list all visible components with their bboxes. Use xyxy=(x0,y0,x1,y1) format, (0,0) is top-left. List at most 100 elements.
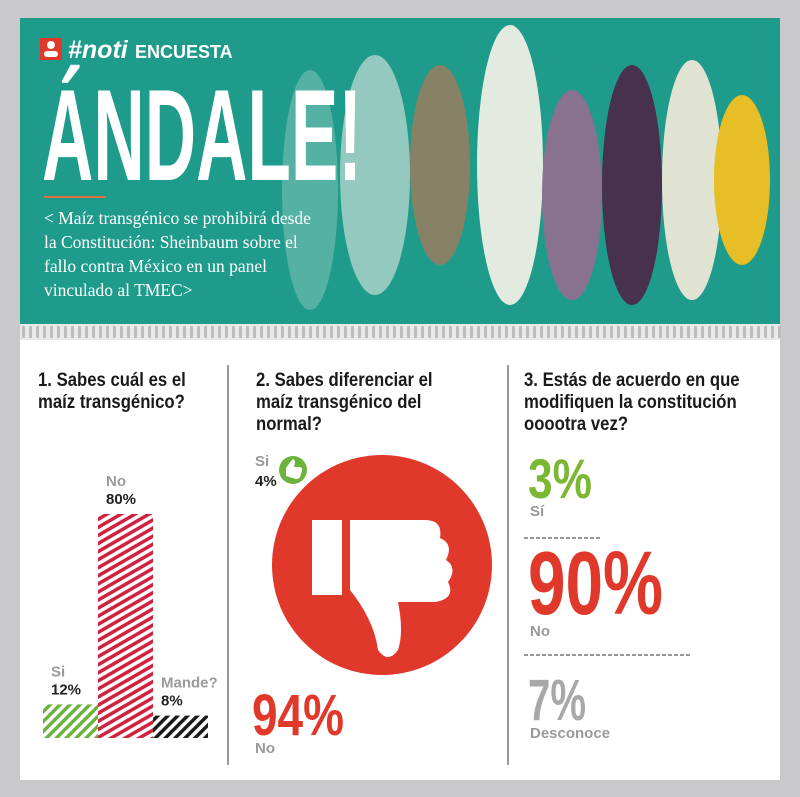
tag-icon-body xyxy=(44,51,58,57)
stripe xyxy=(631,326,634,338)
tag-icon-head xyxy=(47,41,55,49)
stripe xyxy=(680,326,683,338)
category-label: No xyxy=(255,740,275,757)
stripe xyxy=(274,326,277,338)
stripe xyxy=(645,326,648,338)
stripe xyxy=(638,326,641,338)
stripe xyxy=(407,326,410,338)
stripe xyxy=(659,326,662,338)
header-subtitle: < Maíz transgénico se prohibirá desde la… xyxy=(44,208,311,300)
stripe xyxy=(428,326,431,338)
stripe xyxy=(239,326,242,338)
stripe xyxy=(295,326,298,338)
stripe xyxy=(442,326,445,338)
stripe xyxy=(260,326,263,338)
stripe xyxy=(365,326,368,338)
stripe xyxy=(337,326,340,338)
stripe xyxy=(50,326,53,338)
stripe xyxy=(687,326,690,338)
stripe xyxy=(120,326,123,338)
stripe xyxy=(351,326,354,338)
stripe xyxy=(43,326,46,338)
stripe xyxy=(750,326,753,338)
stripe xyxy=(715,326,718,338)
stripe xyxy=(596,326,599,338)
stripe xyxy=(540,326,543,338)
value-label: 4% xyxy=(255,473,277,490)
stripe xyxy=(92,326,95,338)
stripe xyxy=(344,326,347,338)
bar xyxy=(43,704,98,738)
stripe xyxy=(372,326,375,338)
value-label: 90% xyxy=(528,534,663,634)
stripe xyxy=(729,326,732,338)
stripe xyxy=(743,326,746,338)
stripe xyxy=(309,326,312,338)
stripe xyxy=(134,326,137,338)
category-label: Si xyxy=(51,663,65,680)
stripe xyxy=(358,326,361,338)
stripe xyxy=(554,326,557,338)
stripe xyxy=(708,326,711,338)
stripe xyxy=(470,326,473,338)
stripe xyxy=(603,326,606,338)
stripe xyxy=(778,326,781,338)
stripe xyxy=(498,326,501,338)
stripe xyxy=(288,326,291,338)
stripe xyxy=(484,326,487,338)
value-label: 3% xyxy=(528,447,592,510)
category-label: Mande? xyxy=(161,675,218,692)
stripe xyxy=(694,326,697,338)
dislike-icon xyxy=(312,520,453,657)
stripe xyxy=(463,326,466,338)
stripe xyxy=(547,326,550,338)
stripe xyxy=(386,326,389,338)
stripe xyxy=(561,326,564,338)
stripe xyxy=(176,326,179,338)
stripe xyxy=(582,326,585,338)
stripe xyxy=(183,326,186,338)
value-label: 94% xyxy=(252,683,344,748)
stripe xyxy=(106,326,109,338)
stripe xyxy=(197,326,200,338)
stripe xyxy=(652,326,655,338)
category-label: Sí xyxy=(530,503,545,520)
stripe xyxy=(148,326,151,338)
stripe xyxy=(624,326,627,338)
stripe xyxy=(400,326,403,338)
stripe xyxy=(330,326,333,338)
tag-prefix: #noti xyxy=(68,36,129,64)
stripe xyxy=(757,326,760,338)
stripe xyxy=(533,326,536,338)
stripe xyxy=(232,326,235,338)
category-label: No xyxy=(530,623,550,640)
category-label: Desconoce xyxy=(530,725,610,742)
stripe xyxy=(323,326,326,338)
bar xyxy=(98,514,153,738)
stripe xyxy=(666,326,669,338)
stripe xyxy=(568,326,571,338)
stripe xyxy=(575,326,578,338)
stripe xyxy=(449,326,452,338)
stripe xyxy=(225,326,228,338)
stripe xyxy=(701,326,704,338)
stripe xyxy=(29,326,32,338)
stripe xyxy=(589,326,592,338)
stripe xyxy=(155,326,158,338)
stripe xyxy=(211,326,214,338)
stripe xyxy=(36,326,39,338)
stripe xyxy=(617,326,620,338)
stripe xyxy=(435,326,438,338)
stripe xyxy=(78,326,81,338)
value-label: 8% xyxy=(161,693,183,710)
stripe xyxy=(71,326,74,338)
stripe xyxy=(379,326,382,338)
like-thumb xyxy=(286,459,303,479)
stripe xyxy=(722,326,725,338)
header-title: ÁNDALE! xyxy=(42,62,362,208)
stripe xyxy=(505,326,508,338)
stripe xyxy=(267,326,270,338)
stripe xyxy=(519,326,522,338)
stripe xyxy=(526,326,529,338)
